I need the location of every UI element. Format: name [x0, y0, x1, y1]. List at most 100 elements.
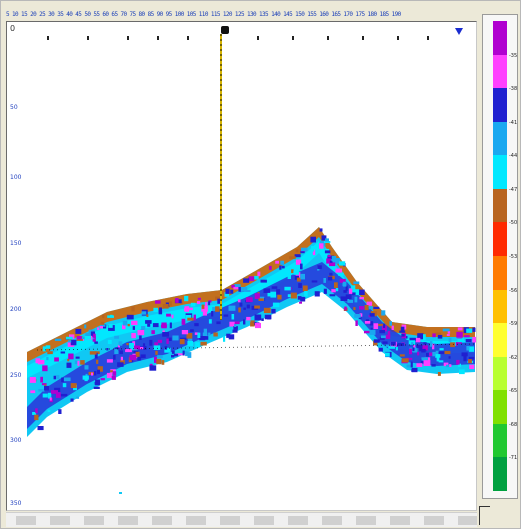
echo-speckle: [267, 315, 271, 320]
echo-speckle: [74, 360, 78, 365]
echo-speckle: [114, 349, 119, 354]
echo-speckle: [67, 340, 72, 343]
echo-speckle: [432, 343, 435, 350]
top-tick: [87, 36, 89, 40]
echogram-plot[interactable]: 0 50 100 150 200 250 300 350: [6, 21, 477, 511]
echo-speckle: [166, 337, 172, 341]
echo-speckle: [390, 341, 396, 346]
echo-speckle: [223, 314, 229, 317]
color-scale-label: -56: [509, 287, 518, 294]
echo-speckle: [201, 305, 208, 312]
echo-speckle: [401, 358, 409, 363]
echo-speckle: [111, 375, 116, 380]
echo-speckle: [203, 328, 207, 335]
echo-speckle: [131, 320, 138, 326]
echo-speckle: [290, 292, 297, 299]
echo-speckle: [129, 354, 137, 361]
echo-speckle: [75, 356, 80, 359]
echo-speckle: [302, 285, 308, 292]
echo-speckle: [325, 238, 329, 242]
echo-speckle: [129, 343, 134, 349]
echo-speckle: [201, 304, 205, 309]
echo-speckle: [399, 354, 405, 357]
echo-speckle: [457, 363, 461, 367]
echo-speckle: [385, 352, 390, 357]
color-swatch: [493, 323, 507, 358]
echogram-canvas[interactable]: [7, 22, 477, 511]
echo-speckle: [208, 332, 211, 336]
echo-speckle: [223, 336, 226, 342]
scroll-track-cell[interactable]: [118, 516, 138, 525]
echo-speckle: [419, 345, 422, 352]
echo-speckle: [54, 357, 59, 362]
echo-speckle: [435, 352, 441, 358]
echo-speckle: [438, 351, 445, 355]
echo-speckle: [53, 375, 60, 379]
echo-speckle: [437, 372, 441, 376]
resize-handle-icon[interactable]: [479, 506, 490, 525]
scroll-track-cell[interactable]: [390, 516, 410, 525]
echo-speckle: [472, 327, 476, 332]
color-scale-label: -62: [509, 354, 518, 361]
echo-speckle: [185, 315, 192, 320]
scroll-track-cell[interactable]: [152, 516, 172, 525]
echo-speckle: [171, 314, 174, 319]
echo-speckle: [263, 288, 270, 293]
echo-speckle: [254, 293, 260, 299]
echo-speckle: [343, 290, 347, 293]
ping-cursor-icon[interactable]: [221, 26, 229, 34]
echo-speckle: [229, 321, 237, 327]
echo-speckle: [152, 323, 159, 328]
scroll-track-cell[interactable]: [50, 516, 70, 525]
echo-speckle: [369, 321, 374, 326]
echo-speckle: [354, 314, 361, 318]
echo-speckle: [190, 302, 196, 307]
event-marker-icon[interactable]: [455, 28, 463, 35]
echo-speckle: [84, 379, 88, 382]
echo-speckle: [304, 291, 308, 297]
echo-speckle: [307, 252, 310, 256]
echo-speckle: [197, 297, 201, 300]
echo-speckle: [186, 307, 193, 311]
scroll-track-cell[interactable]: [220, 516, 240, 525]
echo-speckle: [411, 367, 418, 373]
echo-speckle: [238, 307, 241, 313]
scroll-track-cell[interactable]: [16, 516, 36, 525]
echo-speckle: [359, 306, 365, 310]
echo-speckle: [184, 295, 189, 302]
echo-speckle: [202, 310, 207, 316]
echo-speckle: [406, 364, 413, 368]
scroll-track-cell[interactable]: [424, 516, 444, 525]
scroll-track-cell[interactable]: [84, 516, 104, 525]
echo-speckle: [338, 272, 344, 276]
echo-speckle: [331, 289, 336, 293]
echo-speckle: [231, 284, 235, 288]
scroll-track-cell[interactable]: [254, 516, 274, 525]
echo-speckle: [379, 330, 385, 334]
echo-speckle: [409, 337, 416, 342]
echo-speckle: [126, 314, 134, 320]
echo-speckle: [234, 323, 237, 327]
scroll-track-cell[interactable]: [322, 516, 342, 525]
echo-speckle: [401, 334, 405, 337]
echo-speckle: [298, 283, 302, 288]
echo-speckle: [162, 332, 169, 337]
horizontal-scrollbar[interactable]: [6, 512, 477, 527]
echo-speckle: [449, 364, 452, 367]
echo-speckle: [215, 296, 221, 301]
scroll-track-cell[interactable]: [458, 516, 477, 525]
scroll-track-cell[interactable]: [356, 516, 376, 525]
echo-speckle: [96, 359, 99, 364]
echo-speckle: [378, 323, 384, 327]
echo-speckle: [364, 321, 371, 324]
color-scale-label: -59: [509, 321, 518, 328]
echo-speckle: [438, 360, 444, 363]
echo-speckle: [76, 336, 82, 340]
echo-speckle: [243, 319, 246, 325]
echo-speckle: [194, 332, 199, 335]
echo-speckle: [65, 336, 73, 340]
echo-speckle: [106, 359, 113, 363]
scroll-track-cell[interactable]: [186, 516, 206, 525]
scroll-track-cell[interactable]: [288, 516, 308, 525]
echo-speckle: [182, 350, 185, 356]
